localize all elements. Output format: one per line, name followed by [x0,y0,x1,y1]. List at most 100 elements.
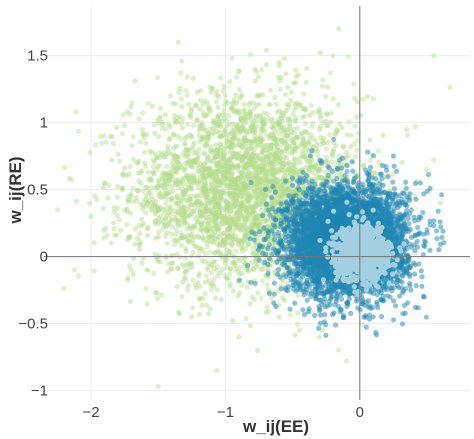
scatter-point [247,100,253,106]
scatter-point [193,157,199,163]
scatter-point [293,104,299,110]
scatter-point [170,252,176,258]
scatter-point [243,120,249,126]
scatter-point [269,116,275,122]
scatter-point [418,268,424,274]
scatter-point [165,190,171,196]
scatter-point [163,206,169,212]
scatter-point [282,129,288,136]
scatter-point [222,240,228,246]
scatter-point [180,208,186,214]
scatter-point [249,219,255,225]
scatter-point [365,149,371,155]
scatter-point [246,197,252,203]
scatter-point [135,170,141,176]
scatter-point [202,179,208,185]
scatter-point [217,189,223,195]
scatter-point [417,180,423,186]
scatter-point [167,136,173,142]
scatter-point [305,140,311,146]
scatter-point [229,55,235,61]
scatter-point [290,175,296,181]
scatter-point [217,240,224,246]
scatter-point [230,318,236,324]
scatter-point [292,300,298,306]
scatter-point [260,127,266,133]
scatter-point [300,138,306,145]
scatter-point [156,207,162,213]
scatter-point [209,280,215,286]
scatter-point [270,200,276,206]
scatter-point [179,58,185,64]
scatter-point [225,161,231,167]
scatter-point [159,183,165,189]
scatter-point [243,209,249,215]
scatter-point [166,261,172,267]
scatter-point [313,138,319,144]
scatter-point [259,199,265,205]
scatter-point [154,295,160,301]
scatter-point [102,225,109,232]
scatter-point [277,86,283,92]
scatter-point [184,262,190,268]
scatter-point [243,147,249,153]
scatter-point [245,195,251,202]
scatter-point [173,237,180,243]
scatter-point [258,194,264,200]
scatter-point [247,301,253,307]
scatter-point [270,125,276,131]
scatter-point [203,218,209,224]
scatter-point [222,126,228,132]
scatter-point [249,126,255,132]
scatter-point [99,140,105,146]
scatter-point [204,240,210,246]
scatter-point [125,277,131,283]
scatter-point [254,203,260,209]
scatter-point [258,129,264,135]
scatter-point [101,235,107,241]
scatter-point [315,153,321,159]
scatter-point [246,209,252,215]
scatter-point [276,120,282,126]
scatter-point [220,164,226,170]
scatter-point [249,194,255,200]
scatter-point [332,131,338,137]
scatter-point [243,161,250,167]
scatter-point [200,210,206,216]
scatter-point [226,210,232,216]
scatter-point [149,149,155,155]
scatter-point [238,154,244,160]
scatter-point [135,188,141,194]
scatter-point [186,162,192,168]
scatter-point [177,161,184,167]
scatter-point [189,229,195,235]
scatter-point [251,296,257,303]
scatter-point [163,151,170,157]
scatter-point [182,140,188,146]
scatter-point [233,222,239,228]
scatter-point [323,93,329,99]
scatter-point [251,164,257,170]
scatter-point [214,169,220,175]
scatter-point [330,96,336,102]
scatter-point [289,137,295,143]
scatter-point [272,199,278,205]
scatter-point [166,177,173,183]
scatter-point [317,124,323,130]
scatter-point [273,304,279,310]
scatter-point [110,141,117,147]
scatter-point [133,225,139,232]
scatter-point [180,125,186,131]
scatter-point [268,118,274,124]
scatter-point [249,245,255,251]
scatter-point [284,101,290,107]
scatter-point [201,150,207,156]
scatter-point [155,258,161,264]
scatter-point [248,259,254,266]
scatter-point [415,224,421,230]
scatter-point [136,222,142,228]
scatter-point [330,53,336,59]
scatter-point [350,168,356,174]
scatter-point [255,191,261,197]
scatter-point [185,198,191,204]
